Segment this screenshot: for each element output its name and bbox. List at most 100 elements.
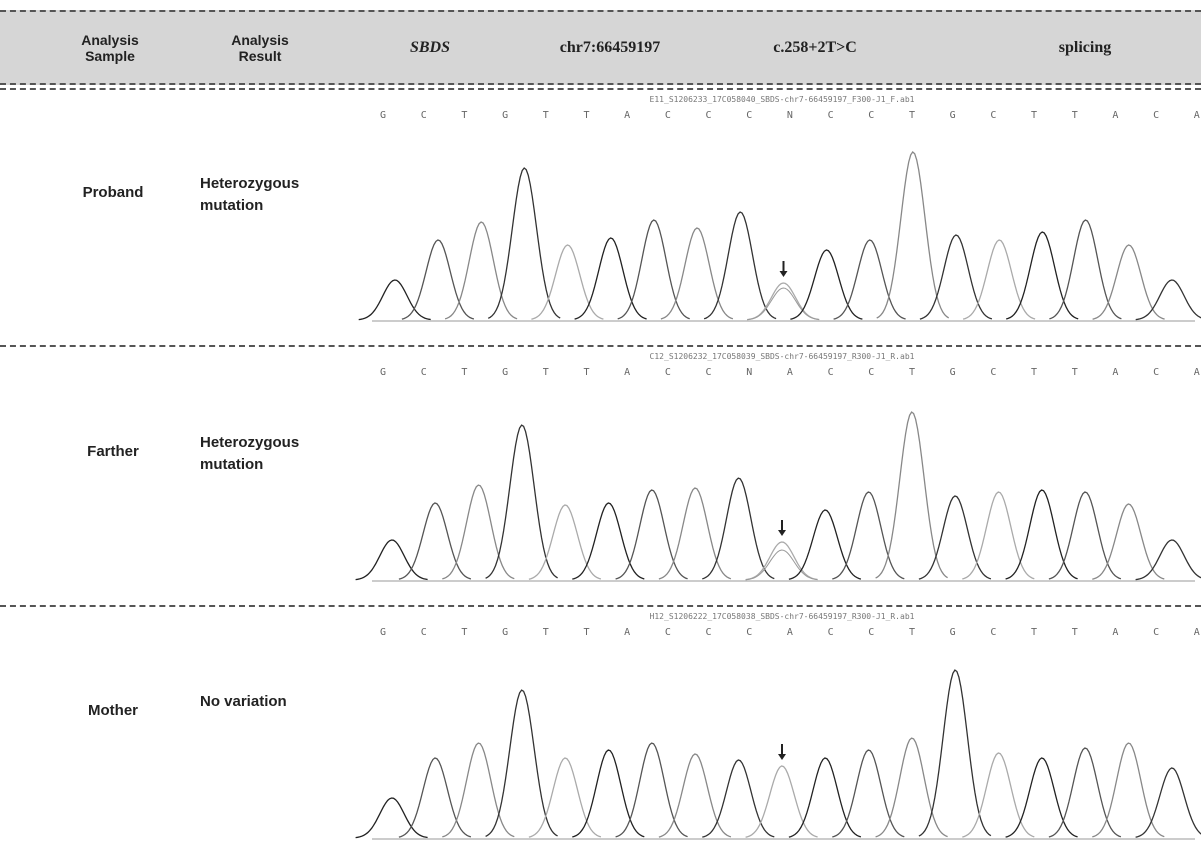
trace-peak bbox=[359, 280, 431, 320]
trace-peak bbox=[704, 212, 776, 319]
base: G bbox=[380, 627, 386, 638]
trace-peak bbox=[1092, 743, 1164, 837]
trace-file: C12_S1206232_17C058039_SBDS-chr7-6645919… bbox=[372, 352, 1192, 361]
base: C bbox=[828, 627, 834, 638]
trace-peak bbox=[659, 488, 731, 579]
base: G bbox=[950, 367, 956, 378]
base: T bbox=[583, 110, 589, 121]
trace-peak bbox=[529, 758, 601, 837]
base: A bbox=[1194, 367, 1200, 378]
base: C bbox=[828, 110, 834, 121]
trace-peak bbox=[1006, 490, 1078, 579]
base: T bbox=[543, 110, 549, 121]
base: T bbox=[583, 627, 589, 638]
base: A bbox=[1194, 110, 1200, 121]
trace-peak bbox=[832, 492, 904, 579]
arrow-head bbox=[778, 754, 786, 760]
trace-peak bbox=[702, 478, 774, 579]
trace-peak bbox=[1136, 540, 1201, 580]
base: T bbox=[909, 367, 915, 378]
base: N bbox=[746, 367, 752, 378]
base: C bbox=[868, 367, 874, 378]
base: C bbox=[665, 627, 671, 638]
base: G bbox=[380, 367, 386, 378]
base: C bbox=[746, 110, 752, 121]
base: T bbox=[909, 627, 915, 638]
trace-peak bbox=[789, 758, 861, 837]
base: C bbox=[1153, 367, 1159, 378]
row-separator bbox=[0, 345, 1201, 347]
trace-peak bbox=[962, 492, 1034, 579]
base: C bbox=[1153, 627, 1159, 638]
row-separator bbox=[0, 605, 1201, 607]
trace-peak bbox=[356, 540, 428, 580]
base: A bbox=[1112, 627, 1118, 638]
base: T bbox=[543, 627, 549, 638]
base: A bbox=[1112, 110, 1118, 121]
result-text: Heterozygous mutation bbox=[200, 173, 330, 217]
trace-peak bbox=[572, 750, 644, 837]
trace-peak bbox=[746, 542, 818, 580]
base-calls: GCTGTTACCNACCTGCTTACA bbox=[380, 367, 1200, 378]
trace-peak bbox=[618, 220, 690, 319]
trace-peak bbox=[1006, 232, 1078, 319]
arrow-head bbox=[780, 271, 788, 277]
base: G bbox=[950, 110, 956, 121]
sample-name: Farther bbox=[53, 443, 173, 460]
base: T bbox=[1072, 110, 1078, 121]
base: T bbox=[461, 367, 467, 378]
trace-peak bbox=[832, 750, 904, 837]
base: C bbox=[990, 627, 996, 638]
base: G bbox=[950, 627, 956, 638]
base: T bbox=[1031, 367, 1037, 378]
trace-peak bbox=[575, 238, 647, 319]
sample-name: Proband bbox=[53, 184, 173, 201]
trace-peak bbox=[661, 228, 733, 319]
base: G bbox=[502, 367, 508, 378]
base: C bbox=[990, 110, 996, 121]
arrow-head bbox=[778, 530, 786, 536]
base: C bbox=[421, 110, 427, 121]
base: C bbox=[828, 367, 834, 378]
base: C bbox=[665, 110, 671, 121]
base: A bbox=[1194, 627, 1200, 638]
base: A bbox=[787, 627, 793, 638]
trace-peak bbox=[572, 503, 644, 579]
base: C bbox=[706, 110, 712, 121]
sample-name: Mother bbox=[53, 702, 173, 719]
base: T bbox=[543, 367, 549, 378]
trace-peak bbox=[963, 240, 1035, 319]
base-calls: GCTGTTACCCNCCTGCTTACA bbox=[380, 110, 1200, 121]
trace-peak bbox=[746, 766, 818, 837]
trace-peak bbox=[529, 505, 601, 579]
base: T bbox=[1031, 110, 1037, 121]
page: {"header": {"sample_label": "Analysis Sa… bbox=[0, 0, 1201, 860]
base: C bbox=[421, 367, 427, 378]
base: T bbox=[583, 367, 589, 378]
base: C bbox=[706, 627, 712, 638]
trace-peak bbox=[962, 753, 1034, 837]
trace-peak bbox=[1006, 758, 1078, 837]
trace-peak bbox=[1049, 220, 1121, 319]
trace-peak bbox=[356, 798, 428, 838]
base: G bbox=[502, 627, 508, 638]
base: G bbox=[380, 110, 386, 121]
base: G bbox=[502, 110, 508, 121]
base: A bbox=[624, 367, 630, 378]
trace-peak bbox=[702, 760, 774, 837]
base: A bbox=[1112, 367, 1118, 378]
base: C bbox=[990, 367, 996, 378]
base: C bbox=[1153, 110, 1159, 121]
trace-peak bbox=[920, 235, 992, 319]
trace-peak bbox=[1049, 492, 1121, 579]
base: N bbox=[787, 110, 793, 121]
base: C bbox=[665, 367, 671, 378]
trace-peak bbox=[531, 245, 603, 319]
base: A bbox=[624, 110, 630, 121]
base: T bbox=[1031, 627, 1037, 638]
trace-peak bbox=[1136, 280, 1201, 320]
base: C bbox=[868, 627, 874, 638]
result-text: Heterozygous mutation bbox=[200, 432, 330, 476]
trace-peak bbox=[616, 743, 688, 837]
base: A bbox=[624, 627, 630, 638]
